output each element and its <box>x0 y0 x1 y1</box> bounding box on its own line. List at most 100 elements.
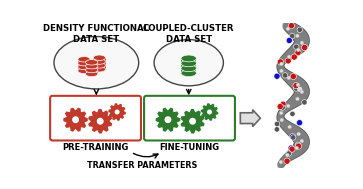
Circle shape <box>300 41 304 45</box>
Circle shape <box>288 23 294 29</box>
Circle shape <box>282 73 288 78</box>
Polygon shape <box>86 62 98 66</box>
Polygon shape <box>93 58 106 62</box>
Circle shape <box>289 33 295 39</box>
Circle shape <box>280 62 284 66</box>
Circle shape <box>295 143 302 149</box>
Circle shape <box>290 135 296 140</box>
Circle shape <box>295 50 301 56</box>
Circle shape <box>274 73 280 79</box>
Circle shape <box>280 101 286 107</box>
Circle shape <box>293 83 299 89</box>
Circle shape <box>290 73 297 80</box>
Text: DENSITY FUNCTIONAL
DATA SET: DENSITY FUNCTIONAL DATA SET <box>43 24 149 44</box>
Circle shape <box>289 146 295 152</box>
Polygon shape <box>181 68 196 73</box>
Ellipse shape <box>181 65 196 72</box>
Polygon shape <box>63 108 88 132</box>
Ellipse shape <box>78 57 90 62</box>
Text: COUPLED-CLUSTER
DATA SET: COUPLED-CLUSTER DATA SET <box>143 24 234 44</box>
Circle shape <box>183 112 202 130</box>
Circle shape <box>159 110 177 129</box>
FancyBboxPatch shape <box>50 96 141 140</box>
Polygon shape <box>181 58 196 63</box>
Polygon shape <box>86 66 98 70</box>
Ellipse shape <box>154 40 223 86</box>
Polygon shape <box>201 103 219 121</box>
Circle shape <box>189 118 196 125</box>
Circle shape <box>279 111 283 115</box>
Circle shape <box>295 34 299 38</box>
FancyBboxPatch shape <box>144 96 235 140</box>
Circle shape <box>277 59 284 65</box>
Circle shape <box>280 118 284 122</box>
Ellipse shape <box>93 67 106 72</box>
Ellipse shape <box>93 63 106 68</box>
Circle shape <box>110 105 124 119</box>
Ellipse shape <box>86 64 98 69</box>
Polygon shape <box>180 109 205 133</box>
Polygon shape <box>93 62 106 65</box>
Circle shape <box>293 86 299 91</box>
Circle shape <box>287 55 291 59</box>
Circle shape <box>297 120 303 126</box>
Circle shape <box>286 151 291 156</box>
Circle shape <box>284 158 290 164</box>
Circle shape <box>66 110 85 129</box>
Circle shape <box>274 121 280 127</box>
Circle shape <box>115 109 120 115</box>
Circle shape <box>288 145 294 151</box>
Polygon shape <box>108 103 126 121</box>
Ellipse shape <box>78 68 90 74</box>
Ellipse shape <box>93 67 106 72</box>
Text: PRE-TRAINING: PRE-TRAINING <box>62 143 129 152</box>
Polygon shape <box>78 67 90 71</box>
Circle shape <box>287 76 291 80</box>
Polygon shape <box>78 63 90 67</box>
Polygon shape <box>93 65 106 69</box>
Circle shape <box>286 104 290 108</box>
Circle shape <box>291 54 297 60</box>
Circle shape <box>297 132 301 136</box>
Text: TRANSFER PARAMETERS: TRANSFER PARAMETERS <box>87 161 198 170</box>
Circle shape <box>203 105 216 119</box>
Circle shape <box>300 139 304 143</box>
Circle shape <box>295 97 299 101</box>
Ellipse shape <box>181 55 196 62</box>
Circle shape <box>294 44 299 49</box>
Circle shape <box>286 27 290 31</box>
Circle shape <box>288 125 291 129</box>
Ellipse shape <box>181 70 196 77</box>
Circle shape <box>280 69 284 73</box>
Circle shape <box>302 44 307 51</box>
Circle shape <box>286 37 292 44</box>
Circle shape <box>91 112 109 130</box>
Ellipse shape <box>78 64 90 70</box>
Circle shape <box>290 111 295 117</box>
Circle shape <box>277 104 283 110</box>
Circle shape <box>298 87 302 91</box>
Circle shape <box>279 160 283 164</box>
Circle shape <box>164 116 171 123</box>
Circle shape <box>295 142 301 147</box>
FancyArrow shape <box>240 110 260 127</box>
Ellipse shape <box>181 70 196 77</box>
Ellipse shape <box>78 68 90 74</box>
Polygon shape <box>156 108 180 132</box>
Circle shape <box>97 118 104 125</box>
Circle shape <box>274 127 280 132</box>
Circle shape <box>207 109 212 115</box>
Circle shape <box>295 146 299 150</box>
Polygon shape <box>86 70 98 74</box>
Ellipse shape <box>93 59 106 64</box>
Ellipse shape <box>86 71 98 77</box>
Circle shape <box>302 100 307 105</box>
Ellipse shape <box>86 60 98 65</box>
Ellipse shape <box>86 67 98 73</box>
Circle shape <box>285 58 291 64</box>
Circle shape <box>300 90 304 94</box>
Circle shape <box>290 134 296 140</box>
Circle shape <box>285 153 289 157</box>
Ellipse shape <box>93 55 106 60</box>
Circle shape <box>297 27 302 33</box>
